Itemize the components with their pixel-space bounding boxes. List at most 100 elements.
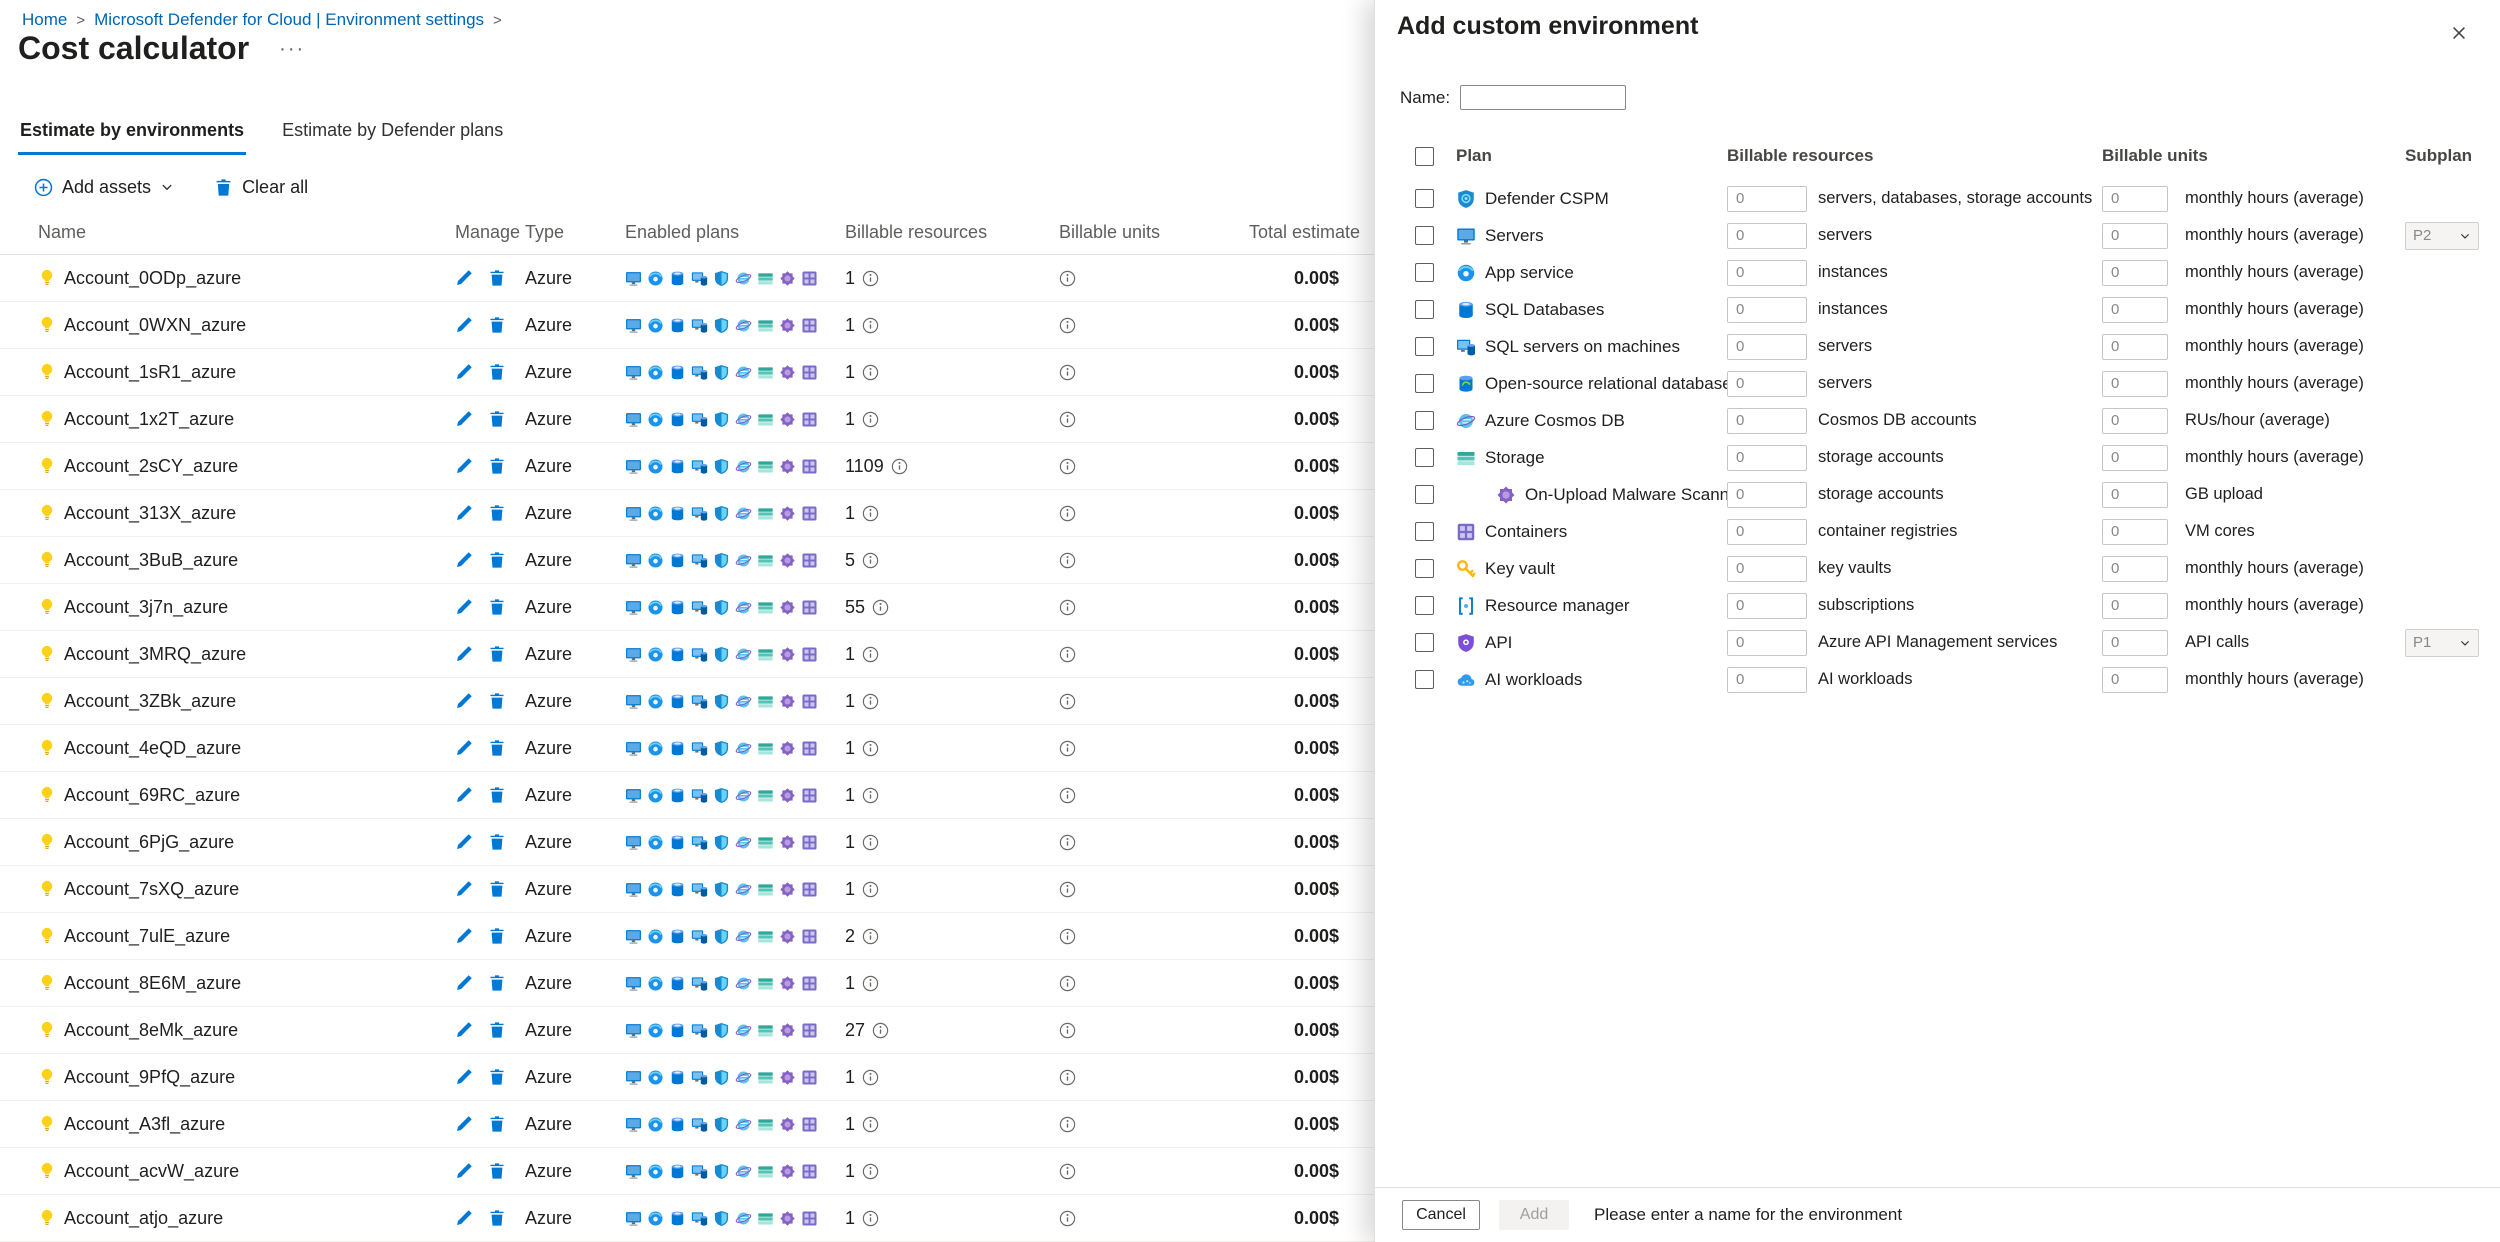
info-icon[interactable]: [862, 505, 879, 522]
account-row[interactable]: Account_0ODp_azure Azure 1 0.00$: [0, 255, 2500, 302]
account-row[interactable]: Account_1sR1_azure Azure 1 0.00$: [0, 349, 2500, 396]
delete-button[interactable]: [488, 316, 506, 334]
delete-button[interactable]: [488, 410, 506, 428]
delete-button[interactable]: [488, 1068, 506, 1086]
billable-units-input[interactable]: [2102, 407, 2168, 434]
info-icon[interactable]: [1059, 1163, 1249, 1180]
delete-button[interactable]: [488, 363, 506, 381]
info-icon[interactable]: [1059, 787, 1249, 804]
edit-button[interactable]: [455, 739, 473, 757]
add-assets-button[interactable]: Add assets: [34, 177, 174, 198]
clear-all-button[interactable]: Clear all: [214, 177, 308, 198]
plan-checkbox[interactable]: [1415, 448, 1434, 467]
delete-button[interactable]: [488, 833, 506, 851]
edit-button[interactable]: [455, 551, 473, 569]
account-row[interactable]: Account_1x2T_azure Azure 1 0.00$: [0, 396, 2500, 443]
account-row[interactable]: Account_acvW_azure Azure 1 0.00$: [0, 1148, 2500, 1195]
delete-button[interactable]: [488, 1115, 506, 1133]
info-icon[interactable]: [862, 1163, 879, 1180]
account-row[interactable]: Account_2sCY_azure Azure 1109 0.00$: [0, 443, 2500, 490]
edit-button[interactable]: [455, 1162, 473, 1180]
tab-estimate-by-defender-plans[interactable]: Estimate by Defender plans: [282, 120, 504, 140]
billable-units-input[interactable]: [2102, 555, 2168, 582]
edit-button[interactable]: [455, 457, 473, 475]
billable-units-input[interactable]: [2102, 185, 2168, 212]
edit-button[interactable]: [455, 927, 473, 945]
delete-button[interactable]: [488, 692, 506, 710]
info-icon[interactable]: [862, 411, 879, 428]
edit-button[interactable]: [455, 269, 473, 287]
breadcrumb-link[interactable]: Home: [22, 10, 68, 29]
subplan-dropdown[interactable]: P1: [2405, 628, 2479, 657]
info-icon[interactable]: [862, 1116, 879, 1133]
billable-units-input[interactable]: [2102, 370, 2168, 397]
add-button[interactable]: Add: [1499, 1200, 1569, 1230]
billable-units-input[interactable]: [2102, 444, 2168, 471]
info-icon[interactable]: [1059, 1210, 1249, 1227]
billable-resources-input[interactable]: [1727, 259, 1807, 286]
billable-resources-input[interactable]: [1727, 370, 1807, 397]
info-icon[interactable]: [1059, 740, 1249, 757]
info-icon[interactable]: [862, 317, 879, 334]
billable-units-input[interactable]: [2102, 333, 2168, 360]
billable-units-input[interactable]: [2102, 259, 2168, 286]
edit-button[interactable]: [455, 316, 473, 334]
billable-units-input[interactable]: [2102, 222, 2168, 249]
info-icon[interactable]: [862, 740, 879, 757]
info-icon[interactable]: [1059, 1069, 1249, 1086]
account-row[interactable]: Account_8E6M_azure Azure 1 0.00$: [0, 960, 2500, 1007]
billable-resources-input[interactable]: [1727, 185, 1807, 212]
plan-checkbox[interactable]: [1415, 559, 1434, 578]
delete-button[interactable]: [488, 1162, 506, 1180]
delete-button[interactable]: [488, 645, 506, 663]
info-icon[interactable]: [1059, 599, 1249, 616]
billable-resources-input[interactable]: [1727, 555, 1807, 582]
plan-checkbox[interactable]: [1415, 485, 1434, 504]
delete-button[interactable]: [488, 269, 506, 287]
edit-button[interactable]: [455, 1068, 473, 1086]
account-row[interactable]: Account_A3fl_azure Azure 1 0.00$: [0, 1101, 2500, 1148]
edit-button[interactable]: [455, 786, 473, 804]
tab-estimate-by-environments[interactable]: Estimate by environments: [18, 116, 247, 155]
info-icon[interactable]: [862, 881, 879, 898]
info-icon[interactable]: [1059, 505, 1249, 522]
edit-button[interactable]: [455, 504, 473, 522]
info-icon[interactable]: [862, 787, 879, 804]
info-icon[interactable]: [862, 834, 879, 851]
delete-button[interactable]: [488, 786, 506, 804]
info-icon[interactable]: [1059, 928, 1249, 945]
plan-checkbox[interactable]: [1415, 633, 1434, 652]
billable-resources-input[interactable]: [1727, 407, 1807, 434]
billable-resources-input[interactable]: [1727, 629, 1807, 656]
plan-checkbox[interactable]: [1415, 263, 1434, 282]
account-row[interactable]: Account_6PjG_azure Azure 1 0.00$: [0, 819, 2500, 866]
account-row[interactable]: Account_69RC_azure Azure 1 0.00$: [0, 772, 2500, 819]
delete-button[interactable]: [488, 739, 506, 757]
info-icon[interactable]: [1059, 646, 1249, 663]
info-icon[interactable]: [891, 458, 908, 475]
account-row[interactable]: Account_3MRQ_azure Azure 1 0.00$: [0, 631, 2500, 678]
info-icon[interactable]: [862, 1210, 879, 1227]
account-row[interactable]: Account_7sXQ_azure Azure 1 0.00$: [0, 866, 2500, 913]
info-icon[interactable]: [862, 646, 879, 663]
info-icon[interactable]: [1059, 411, 1249, 428]
info-icon[interactable]: [872, 1022, 889, 1039]
delete-button[interactable]: [488, 974, 506, 992]
delete-button[interactable]: [488, 880, 506, 898]
plan-checkbox[interactable]: [1415, 411, 1434, 430]
edit-button[interactable]: [455, 974, 473, 992]
breadcrumb-link[interactable]: Microsoft Defender for Cloud | Environme…: [94, 10, 485, 29]
edit-button[interactable]: [455, 1115, 473, 1133]
info-icon[interactable]: [862, 928, 879, 945]
plan-checkbox[interactable]: [1415, 300, 1434, 319]
plan-checkbox[interactable]: [1415, 374, 1434, 393]
info-icon[interactable]: [1059, 458, 1249, 475]
edit-button[interactable]: [455, 363, 473, 381]
edit-button[interactable]: [455, 598, 473, 616]
account-row[interactable]: Account_3ZBk_azure Azure 1 0.00$: [0, 678, 2500, 725]
account-row[interactable]: Account_4eQD_azure Azure 1 0.00$: [0, 725, 2500, 772]
edit-button[interactable]: [455, 692, 473, 710]
billable-units-input[interactable]: [2102, 629, 2168, 656]
plan-checkbox[interactable]: [1415, 337, 1434, 356]
account-row[interactable]: Account_9PfQ_azure Azure 1 0.00$: [0, 1054, 2500, 1101]
